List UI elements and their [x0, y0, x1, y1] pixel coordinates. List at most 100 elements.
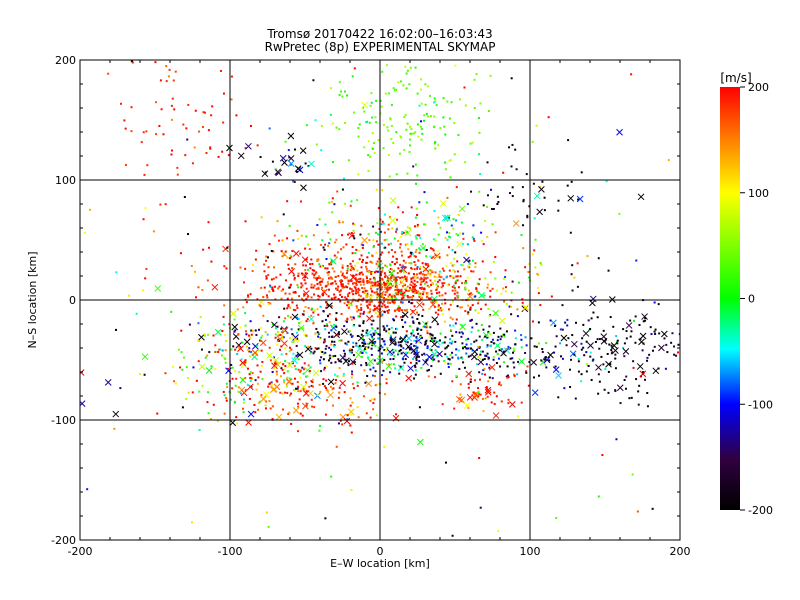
data-point [233, 400, 236, 403]
data-point [571, 289, 574, 292]
data-point [302, 387, 305, 390]
data-point [362, 349, 365, 352]
data-point [654, 332, 657, 335]
data-point [250, 329, 253, 332]
data-point [469, 306, 472, 309]
data-point [344, 296, 347, 299]
data-point [256, 144, 259, 147]
data-point [293, 180, 296, 183]
data-point [469, 378, 472, 381]
data-point [366, 292, 369, 295]
data-point [336, 375, 339, 378]
data-point [369, 294, 372, 297]
data-point [387, 311, 390, 314]
data-point [309, 352, 312, 355]
data-point [671, 332, 674, 335]
data-point [453, 121, 456, 124]
data-point [521, 186, 524, 189]
data-point [326, 304, 329, 307]
data-point [429, 297, 432, 300]
data-point [471, 259, 474, 262]
data-point [243, 281, 246, 284]
data-point [510, 305, 513, 308]
data-point [598, 347, 601, 350]
data-point [500, 292, 503, 295]
data-point [322, 352, 325, 355]
data-point [414, 345, 417, 348]
data-point [466, 243, 469, 246]
data-point [675, 354, 678, 357]
data-point [234, 370, 237, 373]
data-point [477, 391, 480, 394]
data-point [437, 313, 440, 316]
data-point [510, 313, 513, 316]
data-point [416, 353, 419, 356]
data-point [344, 121, 347, 124]
data-point [272, 289, 275, 292]
data-point-cross [367, 358, 374, 365]
data-point [440, 276, 443, 279]
data-point [278, 285, 281, 288]
data-point [387, 251, 390, 254]
data-point [393, 295, 396, 298]
data-point [592, 311, 595, 314]
data-point [399, 134, 402, 137]
data-point [363, 340, 366, 343]
data-point [419, 334, 422, 337]
data-point [328, 277, 331, 280]
data-point [402, 84, 405, 87]
data-point [374, 329, 377, 332]
data-point [369, 333, 372, 336]
data-point [280, 250, 283, 253]
data-point [623, 355, 626, 358]
data-point [274, 362, 277, 365]
data-point [456, 275, 459, 278]
data-point [521, 301, 524, 304]
data-point [413, 261, 416, 264]
data-point [404, 243, 407, 246]
data-point [430, 283, 433, 286]
data-point [276, 325, 279, 328]
data-point [489, 74, 492, 77]
data-point [300, 282, 303, 285]
data-point [410, 343, 413, 346]
data-point [358, 258, 361, 261]
data-point-cross [443, 214, 451, 222]
data-point [319, 280, 322, 283]
data-point [289, 254, 292, 257]
data-point [401, 276, 404, 279]
data-point [284, 347, 287, 350]
data-point [429, 332, 432, 335]
data-point [281, 239, 284, 242]
data-point [342, 285, 345, 288]
data-point [199, 316, 202, 319]
data-point [467, 311, 470, 314]
data-point [390, 124, 393, 127]
data-point [434, 311, 437, 314]
data-point [530, 337, 533, 340]
data-point [403, 148, 406, 151]
data-point [209, 146, 212, 149]
data-point [377, 243, 380, 246]
data-point [434, 141, 437, 144]
data-point [224, 361, 227, 364]
data-point [486, 345, 489, 348]
data-point [251, 330, 254, 333]
data-point [630, 73, 633, 76]
data-point [297, 385, 300, 388]
data-point [405, 128, 408, 131]
data-point [374, 344, 377, 347]
data-point [497, 530, 500, 533]
data-point [315, 327, 318, 330]
data-point [462, 347, 465, 350]
data-point-cross [533, 192, 541, 200]
data-point [366, 306, 369, 309]
data-point [503, 335, 506, 338]
data-point-cross [402, 351, 410, 359]
data-point [359, 233, 362, 236]
data-point [328, 263, 331, 266]
data-point [425, 273, 428, 276]
data-point [492, 358, 495, 361]
data-point [433, 358, 436, 361]
data-point [589, 327, 592, 330]
